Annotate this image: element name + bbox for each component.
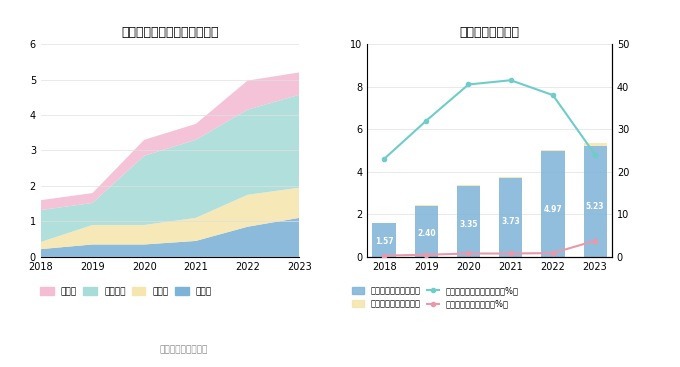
Bar — [499, 178, 522, 257]
Legend: 原材料, 库存商品, 半成品, 在产品: 原材料, 库存商品, 半成品, 在产品 — [40, 287, 212, 296]
Bar — [373, 224, 396, 257]
Text: 2.40: 2.40 — [417, 229, 436, 239]
Text: 1.57: 1.57 — [375, 237, 394, 246]
Text: 5.23: 5.23 — [586, 202, 605, 211]
Bar — [583, 143, 607, 146]
Text: 3.35: 3.35 — [459, 220, 478, 229]
Title: 历年存货变动情况: 历年存货变动情况 — [460, 26, 520, 39]
Bar — [457, 185, 480, 186]
Bar — [499, 177, 522, 178]
Text: 数据来源：恒生聚源: 数据来源：恒生聚源 — [159, 345, 208, 354]
Bar — [541, 151, 564, 257]
Title: 近年存货变化堆积图（亿元）: 近年存货变化堆积图（亿元） — [121, 26, 219, 39]
Text: 3.73: 3.73 — [501, 217, 520, 226]
Bar — [583, 146, 607, 257]
Text: 4.97: 4.97 — [543, 205, 562, 214]
Bar — [457, 186, 480, 257]
Bar — [541, 150, 564, 151]
Bar — [415, 206, 438, 257]
Legend: 存货账面价值（亿元）, 存货跌价准备（亿元）, 右轴：存货占净资产比例（%）, 右轴：存货计提比例（%）: 存货账面价值（亿元）, 存货跌价准备（亿元）, 右轴：存货占净资产比例（%）, … — [352, 287, 519, 309]
